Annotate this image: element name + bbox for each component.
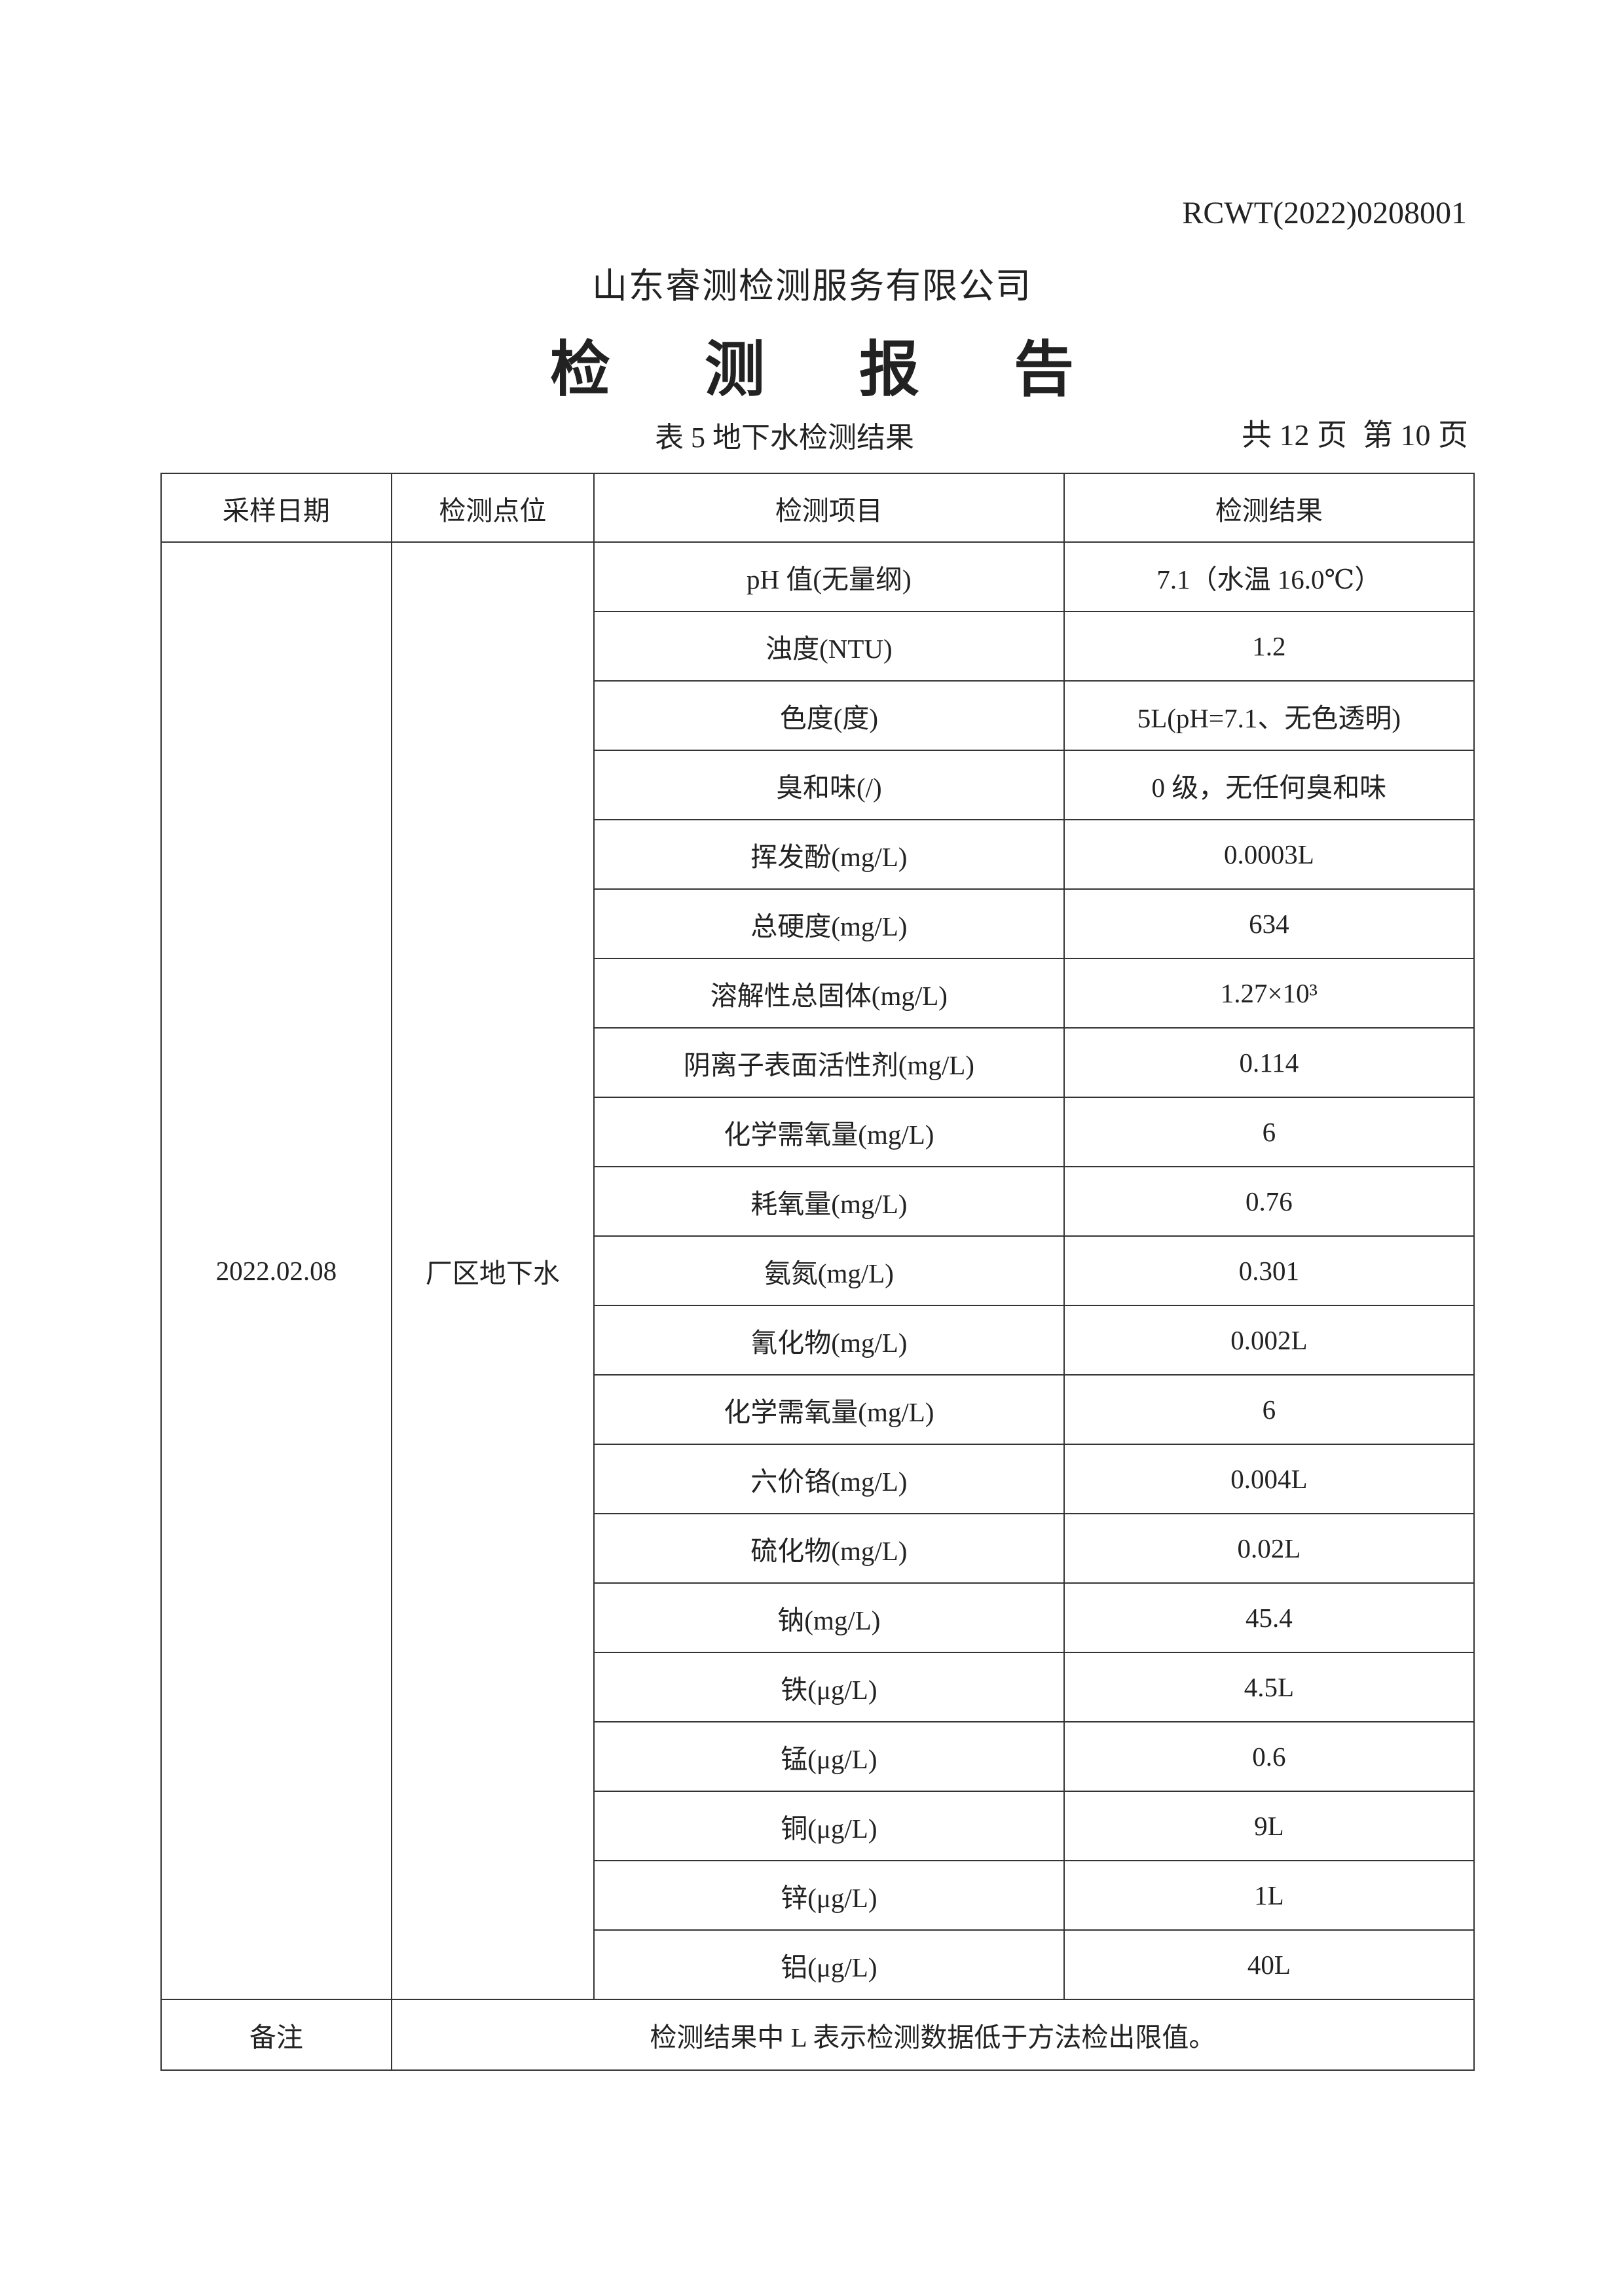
result-cell: 6 — [1063, 1374, 1475, 1445]
result-cell: 0.6 — [1063, 1721, 1475, 1792]
result-cell: 1.27×10³ — [1063, 958, 1475, 1029]
company-name: 山东睿测检测服务有限公司 — [592, 265, 1032, 306]
table-caption: 表 5 地下水检测结果 — [655, 422, 914, 454]
table-row: 臭和味(/) 0 级，无任何臭和味 — [161, 750, 1475, 820]
page-total: 共 12 页 — [1242, 418, 1347, 452]
item-cell: 化学需氧量(mg/L) — [593, 1097, 1065, 1167]
result-cell: 5L(pH=7.1、无色透明) — [1063, 680, 1475, 751]
result-cell: 634 — [1063, 888, 1475, 959]
header-location: 检测点位 — [390, 473, 595, 543]
table-row: 铜(μg/L) 9L — [161, 1791, 1475, 1861]
item-cell: 阴离子表面活性剂(mg/L) — [593, 1027, 1065, 1098]
result-cell: 6 — [1063, 1097, 1475, 1167]
header-sampling-date: 采样日期 — [160, 473, 392, 543]
table-row: 硫化物(mg/L) 0.02L — [161, 1513, 1475, 1584]
item-cell: 耗氧量(mg/L) — [593, 1166, 1065, 1237]
item-cell: 锰(μg/L) — [593, 1721, 1065, 1792]
table-row: 化学需氧量(mg/L) 6 — [161, 1097, 1475, 1167]
page-info: 共 12 页第 10 页 — [1226, 411, 1468, 454]
remark-label: 备注 — [160, 1999, 392, 2071]
table-row: 氨氮(mg/L) 0.301 — [161, 1235, 1475, 1306]
item-cell: 色度(度) — [593, 680, 1065, 751]
table-row: 铝(μg/L) 40L — [161, 1929, 1475, 2000]
item-cell: 臭和味(/) — [593, 750, 1065, 820]
result-cell: 0 级，无任何臭和味 — [1063, 750, 1475, 820]
location: 厂区地下水 — [390, 541, 595, 2000]
table-header-row: 采样日期 检测点位 检测项目 检测结果 — [160, 473, 1475, 543]
table-row: 铁(μg/L) 4.5L — [161, 1652, 1475, 1722]
report-number: RCWT(2022)0208001 — [1182, 196, 1467, 230]
table-row: 2022.02.08 厂区地下水 pH 值(无量纲) 7.1（水温 16.0℃） — [160, 541, 1475, 2000]
results-table: 采样日期 检测点位 检测项目 检测结果 2022.02.08 厂区地下水 pH … — [160, 473, 1475, 2071]
remark-row: 备注 检测结果中 L 表示检测数据低于方法检出限值。 — [160, 1999, 1475, 2071]
result-cell: 0.301 — [1063, 1235, 1475, 1306]
item-cell: 浊度(NTU) — [593, 611, 1065, 682]
page-current: 第 10 页 — [1363, 418, 1468, 452]
table-row: 溶解性总固体(mg/L) 1.27×10³ — [161, 958, 1475, 1029]
item-cell: 六价铬(mg/L) — [593, 1444, 1065, 1514]
result-cell: 0.002L — [1063, 1305, 1475, 1376]
header-result: 检测结果 — [1063, 473, 1475, 543]
result-cell: 0.114 — [1063, 1027, 1475, 1098]
header-item: 检测项目 — [593, 473, 1065, 543]
result-cell: 40L — [1063, 1929, 1475, 2000]
table-row: 钠(mg/L) 45.4 — [161, 1582, 1475, 1653]
table-row: 浊度(NTU) 1.2 — [161, 611, 1475, 682]
item-cell: 硫化物(mg/L) — [593, 1513, 1065, 1584]
result-cell: 0.76 — [1063, 1166, 1475, 1237]
document-title: 检 测 报 告 — [549, 335, 1111, 405]
item-cell: 氰化物(mg/L) — [593, 1305, 1065, 1376]
item-cell: 锌(μg/L) — [593, 1860, 1065, 1931]
item-cell: 溶解性总固体(mg/L) — [593, 958, 1065, 1029]
result-cell: 0.004L — [1063, 1444, 1475, 1514]
result-cell: 4.5L — [1063, 1652, 1475, 1722]
table-row: 总硬度(mg/L) 634 — [161, 888, 1475, 959]
sampling-date: 2022.02.08 — [160, 541, 392, 2000]
result-cell: 1L — [1063, 1860, 1475, 1931]
item-cell: 钠(mg/L) — [593, 1582, 1065, 1653]
item-cell: 铜(μg/L) — [593, 1791, 1065, 1861]
table-row: 挥发酚(mg/L) 0.0003L — [161, 819, 1475, 890]
result-cell: 0.02L — [1063, 1513, 1475, 1584]
table-row: 耗氧量(mg/L) 0.76 — [161, 1166, 1475, 1237]
table-row: 化学需氧量(mg/L) 6 — [161, 1374, 1475, 1445]
result-cell: 45.4 — [1063, 1582, 1475, 1653]
table-row: 氰化物(mg/L) 0.002L — [161, 1305, 1475, 1376]
item-cell: pH 值(无量纲) — [593, 541, 1065, 612]
table-row: 阴离子表面活性剂(mg/L) 0.114 — [161, 1027, 1475, 1098]
item-cell: 氨氮(mg/L) — [593, 1235, 1065, 1306]
table-row: 六价铬(mg/L) 0.004L — [161, 1444, 1475, 1514]
result-cell: 9L — [1063, 1791, 1475, 1861]
item-cell: 化学需氧量(mg/L) — [593, 1374, 1065, 1445]
table-row: 锌(μg/L) 1L — [161, 1860, 1475, 1931]
result-cell: 0.0003L — [1063, 819, 1475, 890]
table-row: 锰(μg/L) 0.6 — [161, 1721, 1475, 1792]
item-cell: 挥发酚(mg/L) — [593, 819, 1065, 890]
item-cell: 铝(μg/L) — [593, 1929, 1065, 2000]
item-cell: 铁(μg/L) — [593, 1652, 1065, 1722]
result-cell: 1.2 — [1063, 611, 1475, 682]
remark-text: 检测结果中 L 表示检测数据低于方法检出限值。 — [390, 1999, 1475, 2071]
table-row: 色度(度) 5L(pH=7.1、无色透明) — [161, 680, 1475, 751]
item-cell: 总硬度(mg/L) — [593, 888, 1065, 959]
result-cell: 7.1（水温 16.0℃） — [1063, 541, 1475, 612]
